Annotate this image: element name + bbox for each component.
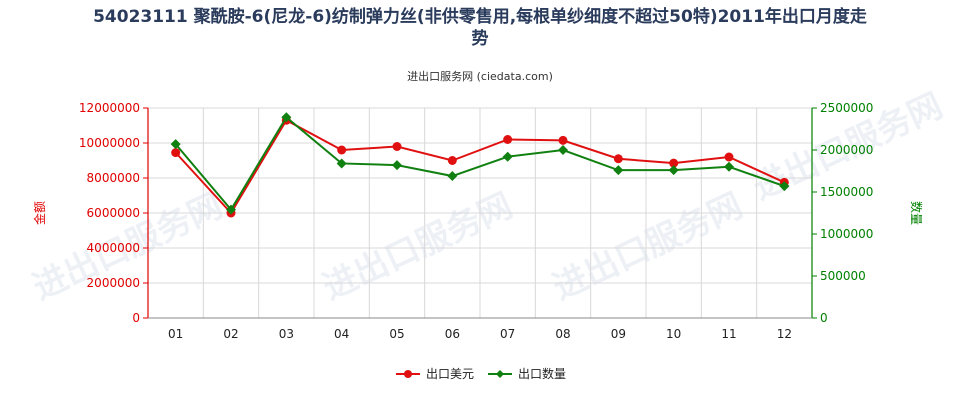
data-point: [170, 139, 181, 150]
data-point: [558, 145, 568, 155]
data-point: [171, 148, 181, 158]
watermark-text: 进出口服务网: [547, 186, 749, 308]
x-tick-label: 01: [168, 327, 183, 341]
data-point: [226, 204, 236, 215]
right-tick-label: 2500000: [820, 101, 873, 115]
series-line: [174, 115, 785, 212]
left-tick-label: 12000000: [79, 101, 140, 115]
right-tick-label: 500000: [820, 269, 866, 283]
data-point: [613, 165, 624, 176]
data-point: [503, 135, 513, 144]
y-axis-label-left: 金额: [32, 201, 47, 225]
series-layer: [170, 112, 790, 218]
right-tick-label: 1000000: [820, 227, 873, 241]
data-point: [779, 181, 790, 192]
data-point: [669, 158, 679, 168]
x-tick-label: 05: [389, 327, 404, 341]
data-point: [392, 160, 402, 171]
data-point: [613, 154, 623, 164]
legend-item: 出口数量: [488, 366, 566, 381]
legend-label: 出口美元: [426, 367, 474, 381]
data-point: [558, 135, 568, 145]
data-point: [337, 145, 347, 155]
left-tick-label: 4000000: [87, 241, 140, 255]
x-tick-label: 07: [500, 327, 515, 341]
y-axis-label-right: 数量: [909, 201, 924, 225]
x-tick-label: 11: [721, 327, 736, 341]
left-tick-label: 0: [132, 311, 140, 325]
right-tick-label: 0: [820, 311, 828, 325]
x-tick-label: 02: [223, 327, 238, 341]
data-point: [392, 142, 402, 151]
data-point: [724, 161, 734, 172]
data-point: [447, 171, 458, 182]
x-tick-label: 10: [666, 327, 681, 341]
chart-title: 54023111 聚酰胺-6(尼龙-6)纺制弹力丝(非供零售用,每根单纱细度不超…: [0, 6, 960, 50]
legend: 出口美元 出口数量: [396, 366, 566, 381]
series-line: [174, 118, 785, 215]
data-point: [336, 158, 347, 169]
right-tick-label: 1500000: [820, 185, 873, 199]
data-point: [281, 112, 292, 123]
tick-labels: 0200000040000006000000800000010000000120…: [32, 101, 924, 341]
legend-marker: [496, 370, 504, 378]
x-tick-label: 04: [334, 327, 349, 341]
x-tick-label: 12: [777, 327, 792, 341]
legend-label: 出口数量: [518, 366, 566, 381]
watermark-text: 进出口服务网: [317, 186, 519, 308]
chart-title-line1: 54023111 聚酰胺-6(尼龙-6)纺制弹力丝(非供零售用,每根单纱细度不超…: [93, 7, 867, 27]
data-point: [447, 156, 457, 165]
chart-title-line2: 势: [471, 29, 489, 49]
series-quantity: [170, 112, 790, 215]
right-tick-label: 2000000: [820, 143, 873, 157]
left-tick-label: 10000000: [79, 136, 140, 150]
x-tick-label: 09: [611, 327, 626, 341]
data-point: [502, 151, 513, 162]
legend-marker: [404, 370, 412, 378]
left-tick-label: 2000000: [87, 276, 140, 290]
data-point: [724, 152, 734, 162]
data-point: [668, 165, 679, 176]
grid-lines: [148, 107, 813, 318]
left-tick-label: 6000000: [87, 206, 140, 220]
x-tick-label: 03: [279, 327, 294, 341]
left-tick-label: 8000000: [87, 171, 140, 185]
x-tick-label: 06: [445, 327, 460, 341]
chart-subtitle: 进出口服务网 (ciedata.com): [407, 70, 553, 83]
x-tick-label: 08: [555, 327, 570, 341]
legend-item: 出口美元: [396, 367, 474, 381]
